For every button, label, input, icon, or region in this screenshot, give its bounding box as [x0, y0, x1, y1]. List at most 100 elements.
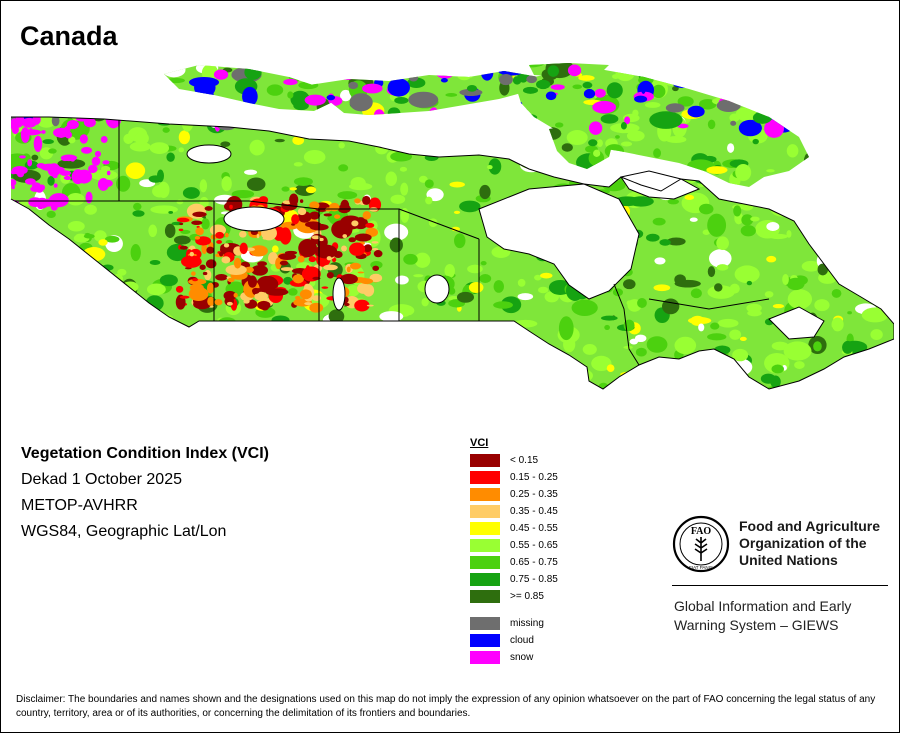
vci-patch: [449, 181, 465, 188]
vci-patch: [865, 212, 875, 223]
vci-patch: [354, 299, 370, 312]
vci-patch: [859, 282, 878, 295]
vci-patch: [17, 220, 33, 230]
lake-winnipeg: [332, 277, 346, 311]
vci-patch: [148, 175, 163, 183]
legend-class-item: 0.75 - 0.85: [470, 571, 590, 588]
vci-patch: [141, 379, 159, 389]
vci-patch: [357, 68, 369, 76]
vci-patch: [244, 64, 262, 80]
vci-patch: [831, 317, 844, 332]
legend-class-swatch: [470, 539, 500, 552]
vci-patch: [176, 91, 185, 99]
vci-patch: [856, 259, 863, 269]
vci-patch: [166, 152, 175, 162]
vci-patch: [765, 104, 774, 110]
legend-class-swatch: [470, 556, 500, 569]
vci-patch: [830, 71, 842, 84]
vci-patch: [287, 91, 294, 99]
vci-patch: [534, 390, 561, 399]
vci-patch: [467, 264, 483, 274]
vci-patch: [434, 134, 463, 158]
vci-patch: [741, 214, 754, 226]
vci-patch: [166, 77, 185, 84]
vci-patch: [104, 235, 120, 243]
vci-patch: [561, 143, 573, 152]
vci-patch: [641, 86, 646, 94]
vci-patch: [385, 171, 397, 187]
vci-patch: [706, 166, 728, 174]
vci-patch: [326, 94, 336, 101]
vci-patch: [424, 179, 434, 189]
vci-patch: [295, 295, 301, 300]
vci-patch: [626, 157, 633, 163]
vci-patch: [207, 296, 215, 306]
vci-patch: [49, 393, 55, 396]
vci-patch: [384, 223, 409, 241]
vci-patch: [343, 130, 348, 138]
vci-patch: [795, 89, 806, 97]
vci-patch: [425, 129, 430, 132]
vci-patch: [782, 274, 789, 286]
vci-patch: [615, 63, 635, 82]
vci-patch: [847, 102, 863, 116]
fao-logo-motto: FIAT PANIS: [689, 565, 713, 570]
vci-patch: [803, 153, 813, 171]
vci-patch: [352, 342, 372, 360]
legend-class-swatch: [470, 590, 500, 603]
vci-patch: [847, 311, 852, 315]
vci-patch: [73, 92, 86, 109]
vci-patch: [401, 64, 426, 76]
legend-extra-swatch: [470, 634, 500, 647]
vci-patch: [683, 64, 697, 74]
vci-patch: [251, 264, 268, 276]
vci-patch: [326, 271, 334, 279]
vci-patch: [430, 338, 438, 348]
vci-patch: [34, 63, 43, 67]
vci-patch: [687, 105, 705, 118]
vci-patch: [37, 198, 56, 207]
vci-patch: [268, 342, 279, 359]
vci-patch: [28, 78, 38, 90]
vci-patch: [531, 354, 546, 361]
vci-patch: [699, 203, 714, 215]
vci-patch: [766, 255, 777, 263]
vci-patch: [85, 191, 93, 204]
vci-patch: [539, 126, 562, 141]
vci-patch: [266, 84, 284, 96]
vci-patch: [626, 130, 645, 142]
vci-patch: [276, 118, 288, 128]
vci-patch: [471, 113, 490, 136]
vci-patch: [63, 175, 72, 180]
vci-patch: [16, 263, 39, 271]
legend-class-swatch: [470, 488, 500, 501]
vci-patch: [108, 79, 120, 87]
vci-patch: [646, 336, 668, 353]
vci-patch: [877, 92, 889, 100]
vci-patch: [45, 101, 70, 119]
vci-patch: [855, 375, 881, 389]
vci-patch: [120, 73, 133, 83]
vci-patch: [870, 114, 882, 121]
vci-patch: [488, 158, 502, 175]
hudson-strait: [620, 170, 701, 200]
vci-patch: [822, 63, 833, 68]
legend-extra-label: missing: [510, 618, 544, 629]
vci-patch: [390, 194, 406, 204]
vci-patch: [875, 353, 891, 365]
vci-patch: [517, 293, 534, 301]
vci-patch: [40, 302, 46, 309]
fao-logo-icon: FAO FIAT PANIS: [672, 515, 730, 573]
legend-class-label: 0.65 - 0.75: [510, 557, 558, 568]
vci-patch: [162, 63, 186, 78]
vci-patch: [11, 95, 21, 113]
vci-patch: [432, 59, 445, 62]
vci-patch: [387, 107, 401, 119]
vci-patch: [873, 92, 888, 105]
vci-patch: [843, 272, 864, 289]
vci-patch: [582, 81, 593, 89]
vci-patch: [116, 175, 131, 192]
vci-patch: [196, 388, 217, 389]
vci-patch: [459, 88, 483, 97]
vci-patch: [360, 278, 374, 285]
